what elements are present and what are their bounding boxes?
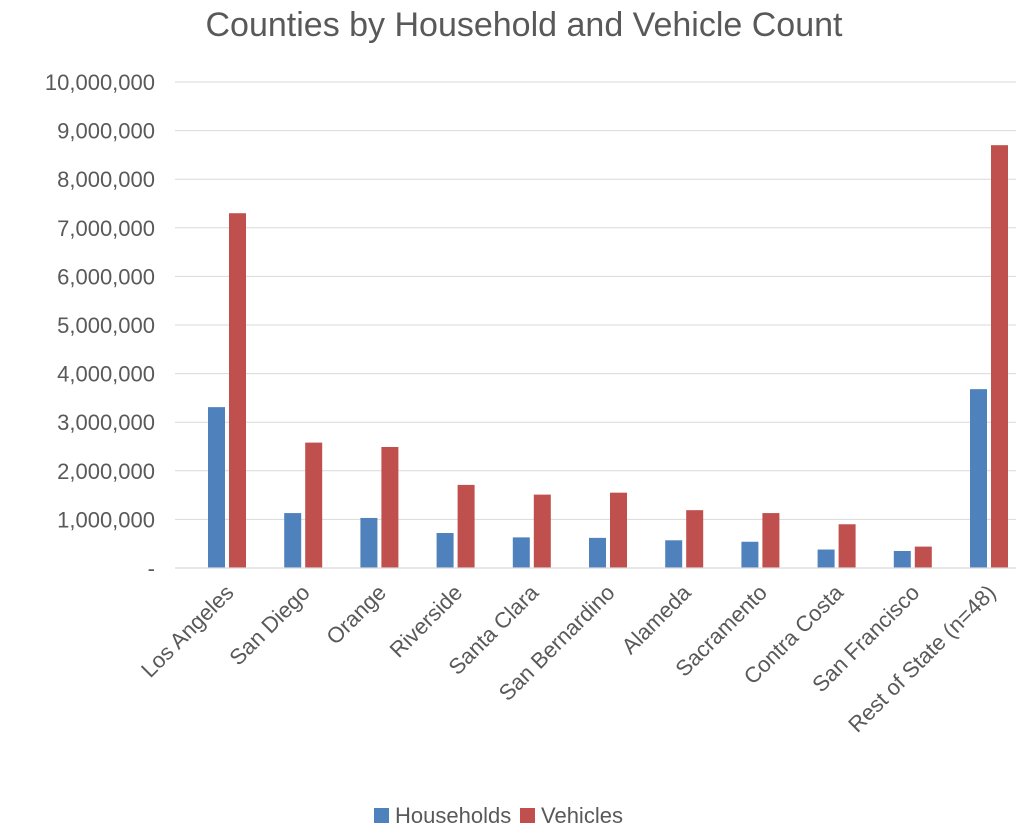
bar-vehicles-5 <box>610 492 627 568</box>
y-tick-label: 9,000,000 <box>57 119 155 144</box>
x-tick-label: Orange <box>321 580 391 650</box>
x-tick-label: San Diego <box>224 580 314 670</box>
bar-households-0 <box>208 407 225 568</box>
y-tick-label: 5,000,000 <box>57 313 155 338</box>
y-tick-label: - <box>148 556 155 581</box>
y-tick-label: 7,000,000 <box>57 216 155 241</box>
legend-swatch-households <box>374 808 389 823</box>
bar-vehicles-0 <box>229 213 246 568</box>
legend: Households Vehicles <box>374 803 623 828</box>
bar-households-9 <box>893 550 911 568</box>
y-tick-label: 8,000,000 <box>57 167 155 192</box>
bar-households-2 <box>360 517 378 568</box>
legend-label-vehicles: Vehicles <box>541 803 623 828</box>
bars <box>208 145 1008 568</box>
bar-vehicles-2 <box>381 446 399 568</box>
y-tick-label: 3,000,000 <box>57 410 155 435</box>
bar-vehicles-8 <box>838 524 856 568</box>
bar-households-10 <box>970 389 987 568</box>
gridlines <box>175 81 1016 520</box>
y-tick-label: 6,000,000 <box>57 264 155 289</box>
y-tick-label: 2,000,000 <box>57 459 155 484</box>
bar-households-3 <box>436 533 454 568</box>
y-tick-label: 4,000,000 <box>57 362 155 387</box>
y-tick-label: 10,000,000 <box>45 70 155 95</box>
x-tick-label: Rest of State (n=48) <box>843 580 1000 737</box>
bar-vehicles-3 <box>457 484 475 568</box>
bar-vehicles-10 <box>991 145 1008 568</box>
bar-vehicles-6 <box>686 510 704 568</box>
y-tick-label: 1,000,000 <box>57 507 155 532</box>
y-axis-ticks: - 1,000,000 2,000,000 3,000,000 4,000,000 5,0… <box>45 70 155 581</box>
bar-vehicles-9 <box>914 546 932 568</box>
bar-households-4 <box>512 537 530 568</box>
bar-households-5 <box>589 537 606 568</box>
bar-households-6 <box>665 540 683 568</box>
x-tick-label: Alameda <box>617 579 697 659</box>
bar-households-7 <box>741 541 759 568</box>
bar-vehicles-4 <box>533 494 551 568</box>
legend-label-households: Households <box>395 803 511 828</box>
bar-vehicles-1 <box>305 442 323 568</box>
bar-households-8 <box>817 549 835 568</box>
chart-title: Counties by Household and Vehicle Count <box>206 6 844 44</box>
bar-households-1 <box>284 513 302 568</box>
bar-vehicles-7 <box>762 513 780 568</box>
x-tick-label: Los Angeles <box>136 580 238 682</box>
legend-swatch-vehicles <box>520 808 535 823</box>
